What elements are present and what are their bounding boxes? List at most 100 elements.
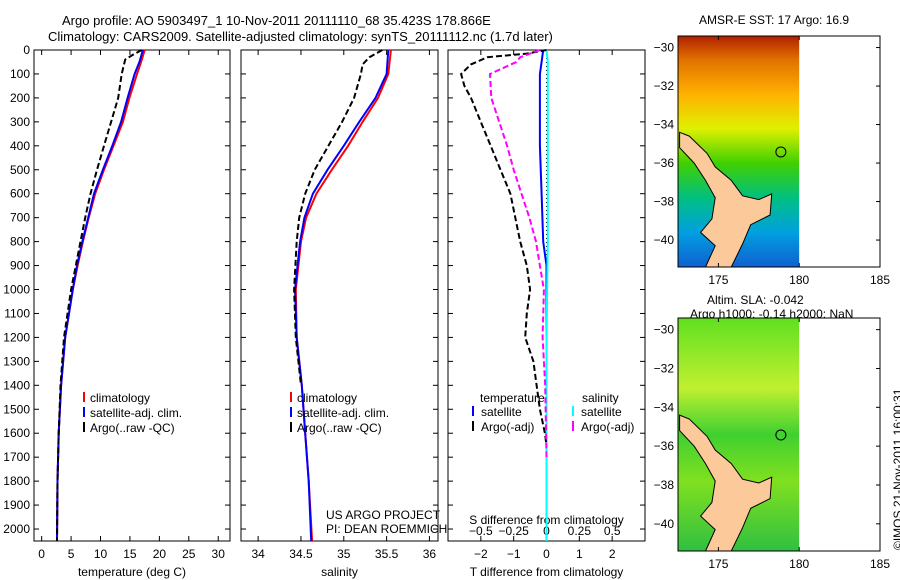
x-tick-label: 175 xyxy=(708,273,728,287)
x-tick-label: 36 xyxy=(423,547,437,561)
x-tick-label: 0 xyxy=(543,547,550,561)
y-tick-label: 1100 xyxy=(4,306,30,320)
legend-title-salinity: salinity xyxy=(582,391,619,405)
y-tick-label: −40 xyxy=(654,517,675,531)
x-tick-label: 34 xyxy=(251,547,265,561)
map-frame xyxy=(677,317,881,552)
x-tick-label: 1 xyxy=(576,547,583,561)
x-tick-label: 25 xyxy=(182,547,196,561)
s-tick-label: 0.5 xyxy=(604,524,621,538)
y-tick-label: −36 xyxy=(654,156,675,170)
argo-position-marker xyxy=(775,146,787,158)
y-tick-label: −40 xyxy=(654,233,675,247)
y-tick-label: 1400 xyxy=(3,378,30,392)
y-tick-label: −34 xyxy=(654,400,675,414)
series-line-s-satellite xyxy=(545,49,549,541)
x-tick-label: 15 xyxy=(123,547,137,561)
land-north-island xyxy=(679,414,773,552)
y-tick-label: 1500 xyxy=(3,402,30,416)
x-tick-label: −1 xyxy=(507,547,521,561)
series-line-satellite-adj-clim- xyxy=(293,49,390,542)
y-tick-label: 1800 xyxy=(3,474,30,488)
sla-map-title-1: Altim. SLA: -0.042 xyxy=(707,293,804,307)
series-line-argo-raw-qc- xyxy=(56,49,143,542)
y-tick-label: 800 xyxy=(10,235,30,249)
land-north-island xyxy=(679,131,773,268)
y-tick-label: −32 xyxy=(654,361,675,375)
y-tick-label: 1900 xyxy=(3,498,30,512)
x-tick-label: 175 xyxy=(708,557,728,571)
x-tick-label: 20 xyxy=(153,547,167,561)
y-tick-label: −32 xyxy=(654,79,675,93)
y-tick-label: 100 xyxy=(10,67,30,81)
x-tick-label: 185 xyxy=(870,557,890,571)
y-tick-label: 2000 xyxy=(3,522,30,536)
y-tick-label: 500 xyxy=(10,163,30,177)
sst-map-title: AMSR-E SST: 17 Argo: 16.9 xyxy=(699,13,850,27)
y-tick-label: −30 xyxy=(654,323,675,337)
legend-label: climatology xyxy=(90,391,150,405)
legend-label: satellite-adj. clim. xyxy=(297,406,389,420)
x-tick-label: 34.5 xyxy=(289,547,313,561)
y-tick-label: 600 xyxy=(10,187,30,201)
x-axis-label: salinity xyxy=(321,565,358,579)
legend-label: satellite xyxy=(581,405,622,419)
x-axis-label: temperature (deg C) xyxy=(78,565,186,579)
y-tick-label: 300 xyxy=(10,115,30,129)
y-tick-label: 1600 xyxy=(3,426,30,440)
s-tick-label: −0.25 xyxy=(498,524,529,538)
title-line2: Climatology: CARS2009. Satellite-adjuste… xyxy=(48,29,553,44)
s-tick-label: −0.5 xyxy=(469,524,493,538)
sst-map xyxy=(677,35,881,268)
y-tick-label: −38 xyxy=(654,478,675,492)
y-tick-label: 1000 xyxy=(3,283,30,297)
legend-label: Argo(-adj) xyxy=(481,420,534,434)
y-tick-label: 1200 xyxy=(3,330,30,344)
x-tick-label: −2 xyxy=(474,547,488,561)
y-tick-label: 1700 xyxy=(3,450,30,464)
y-tick-label: 900 xyxy=(10,259,30,273)
y-tick-label: 200 xyxy=(10,91,30,105)
argo-position-marker xyxy=(775,429,787,441)
plot-frame-0 xyxy=(33,49,231,542)
legend-label: Argo(-adj) xyxy=(581,420,634,434)
series-line-climatology xyxy=(294,49,392,542)
series-line-t-argo-adj- xyxy=(459,49,548,446)
y-tick-label: 700 xyxy=(10,211,30,225)
legend-label: satellite-adj. clim. xyxy=(90,406,182,420)
title-line1: Argo profile: AO 5903497_1 10-Nov-2011 2… xyxy=(62,13,491,28)
series-line-argo-raw-qc- xyxy=(293,49,383,386)
plot-frame-1 xyxy=(240,49,439,542)
x-tick-label: 35.5 xyxy=(375,547,399,561)
legend-title-temperature: temperature xyxy=(480,391,545,405)
y-tick-label: 400 xyxy=(10,139,30,153)
y-tick-label: −30 xyxy=(654,41,675,55)
series-line-satellite-adj-clim- xyxy=(56,49,144,542)
x-axis-label: T difference from climatology xyxy=(470,565,624,579)
y-tick-label: 0 xyxy=(23,43,30,57)
s-tick-label: 0.25 xyxy=(568,524,592,538)
sla-map xyxy=(677,317,881,552)
y-tick-label: −36 xyxy=(654,439,675,453)
legend-label: satellite xyxy=(481,405,522,419)
series-line-s-argo-adj- xyxy=(488,49,548,458)
x-tick-label: 35 xyxy=(337,547,351,561)
x-tick-label: 30 xyxy=(212,547,226,561)
project-line2: PI: DEAN ROEMMICH xyxy=(326,522,448,536)
legend-label: Argo(..raw -QC) xyxy=(90,421,175,435)
project-line1: US ARGO PROJECT xyxy=(326,508,441,522)
x-tick-label: 5 xyxy=(68,547,75,561)
y-tick-label: −38 xyxy=(654,195,675,209)
legend-label: climatology xyxy=(297,391,357,405)
x-tick-label: 180 xyxy=(789,557,809,571)
x-tick-label: 2 xyxy=(609,547,616,561)
legend-label: Argo(..raw -QC) xyxy=(297,421,382,435)
map-frame xyxy=(677,35,881,268)
y-tick-label: −34 xyxy=(654,118,675,132)
x-tick-label: 0 xyxy=(38,547,45,561)
x-tick-label: 180 xyxy=(789,273,809,287)
x-tick-label: 10 xyxy=(94,547,108,561)
x-tick-label: 185 xyxy=(870,273,890,287)
